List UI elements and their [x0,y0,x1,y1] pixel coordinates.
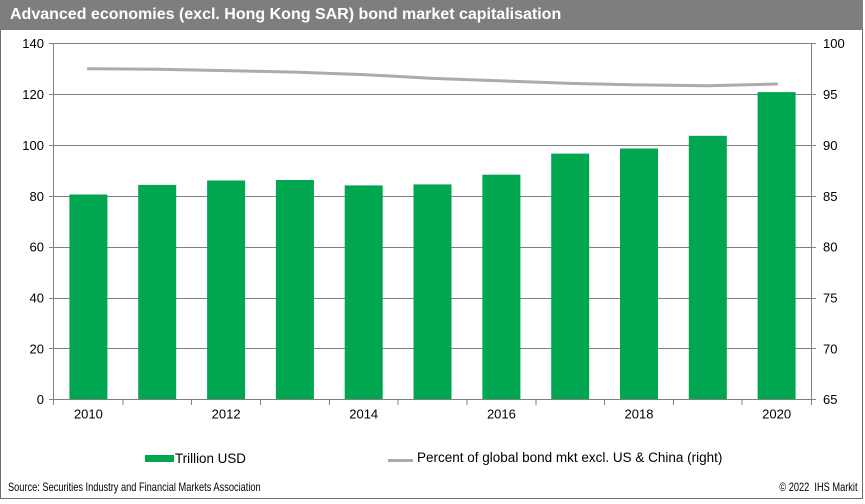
svg-text:20: 20 [30,341,44,356]
svg-text:65: 65 [823,392,837,407]
svg-text:75: 75 [823,291,837,306]
svg-text:85: 85 [823,189,837,204]
svg-text:140: 140 [22,36,44,51]
svg-text:120: 120 [22,87,44,102]
svg-text:100: 100 [823,36,845,51]
svg-text:2020: 2020 [762,407,791,422]
svg-text:100: 100 [22,138,44,153]
svg-text:80: 80 [823,240,837,255]
svg-text:40: 40 [30,291,44,306]
svg-text:2010: 2010 [74,407,103,422]
svg-text:70: 70 [823,341,837,356]
svg-text:95: 95 [823,87,837,102]
svg-text:60: 60 [30,240,44,255]
svg-text:2014: 2014 [349,407,378,422]
svg-text:2016: 2016 [487,407,516,422]
svg-text:80: 80 [30,189,44,204]
svg-text:2018: 2018 [625,407,654,422]
svg-text:2012: 2012 [212,407,241,422]
svg-text:90: 90 [823,138,837,153]
svg-text:0: 0 [37,392,44,407]
